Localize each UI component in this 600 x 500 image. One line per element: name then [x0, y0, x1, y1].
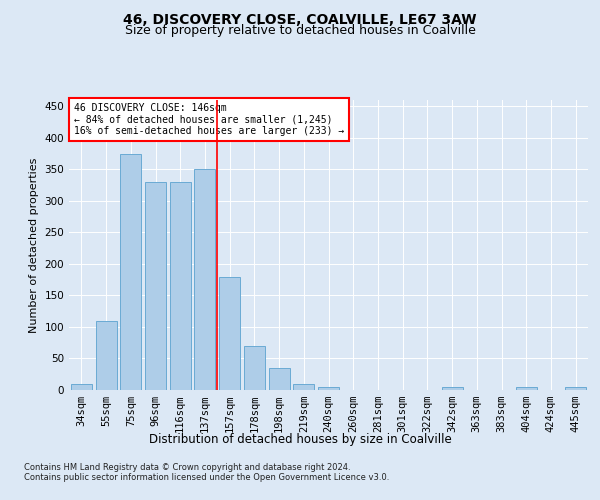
- Text: Size of property relative to detached houses in Coalville: Size of property relative to detached ho…: [125, 24, 475, 37]
- Text: Contains HM Land Registry data © Crown copyright and database right 2024.
Contai: Contains HM Land Registry data © Crown c…: [24, 462, 389, 482]
- Bar: [219, 276, 240, 390]
- Bar: [318, 387, 339, 390]
- Text: 46, DISCOVERY CLOSE, COALVILLE, LE67 3AW: 46, DISCOVERY CLOSE, COALVILLE, LE67 3AW: [123, 12, 477, 26]
- Text: 46 DISCOVERY CLOSE: 146sqm
← 84% of detached houses are smaller (1,245)
16% of s: 46 DISCOVERY CLOSE: 146sqm ← 84% of deta…: [74, 103, 344, 136]
- Bar: [170, 182, 191, 390]
- Bar: [516, 387, 537, 390]
- Bar: [120, 154, 141, 390]
- Text: Distribution of detached houses by size in Coalville: Distribution of detached houses by size …: [149, 432, 451, 446]
- Bar: [565, 387, 586, 390]
- Bar: [293, 384, 314, 390]
- Bar: [442, 387, 463, 390]
- Bar: [95, 320, 116, 390]
- Bar: [244, 346, 265, 390]
- Bar: [269, 368, 290, 390]
- Bar: [71, 384, 92, 390]
- Y-axis label: Number of detached properties: Number of detached properties: [29, 158, 39, 332]
- Bar: [194, 170, 215, 390]
- Bar: [145, 182, 166, 390]
